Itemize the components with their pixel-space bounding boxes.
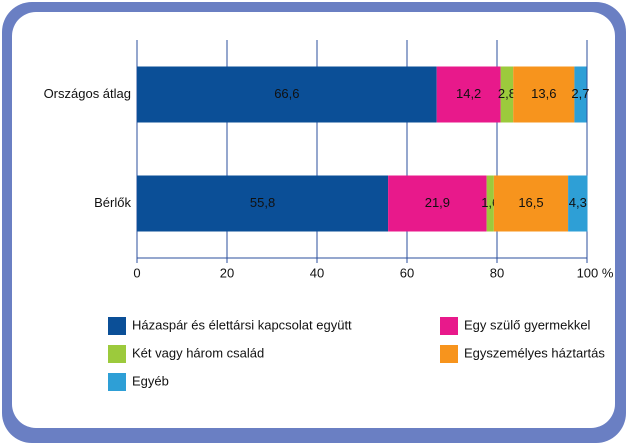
data-label: 16,5 bbox=[518, 195, 543, 210]
x-tick-label: 40 bbox=[310, 265, 324, 280]
legend-swatch bbox=[108, 317, 126, 335]
x-tick-label: 80 bbox=[490, 265, 504, 280]
data-label: 55,8 bbox=[250, 195, 275, 210]
bar-segment bbox=[436, 66, 501, 123]
x-tick-label: 60 bbox=[400, 265, 414, 280]
legend-swatch bbox=[440, 317, 458, 335]
data-label: 14,2 bbox=[456, 86, 481, 101]
legend-label: Egy szülő gyermekkel bbox=[464, 317, 591, 332]
bar-segment bbox=[574, 66, 587, 123]
legend-swatch bbox=[440, 345, 458, 363]
bar-segment bbox=[388, 175, 487, 232]
bar-segment bbox=[493, 175, 569, 232]
data-label: 21,9 bbox=[425, 195, 450, 210]
data-label: 4,3 bbox=[569, 195, 587, 210]
bar-segment bbox=[500, 66, 514, 123]
legend-swatch bbox=[108, 345, 126, 363]
bar-segment bbox=[137, 66, 437, 123]
bar-segment bbox=[486, 175, 494, 232]
data-label: 66,6 bbox=[274, 86, 299, 101]
legend-label: Egyéb bbox=[132, 373, 169, 388]
y-tick-label: Országos átlag bbox=[44, 86, 131, 101]
bar-segment bbox=[137, 175, 389, 232]
data-label: 2,8 bbox=[498, 86, 516, 101]
x-tick-label: 0 bbox=[133, 265, 140, 280]
bar-segment bbox=[568, 175, 588, 232]
legend-label: Egyszemélyes háztartás bbox=[464, 345, 605, 360]
x-tick-label: 20 bbox=[220, 265, 234, 280]
legend-label: Házaspár és élettársi kapcsolat együtt bbox=[132, 317, 352, 332]
x-tick-label: 100 % bbox=[577, 265, 614, 280]
data-label: 2,7 bbox=[571, 86, 589, 101]
bar-segment bbox=[513, 66, 575, 123]
legend-label: Két vagy három család bbox=[132, 345, 264, 360]
y-tick-label: Bérlők bbox=[94, 195, 131, 210]
data-label: 13,6 bbox=[531, 86, 556, 101]
legend-swatch bbox=[108, 373, 126, 391]
